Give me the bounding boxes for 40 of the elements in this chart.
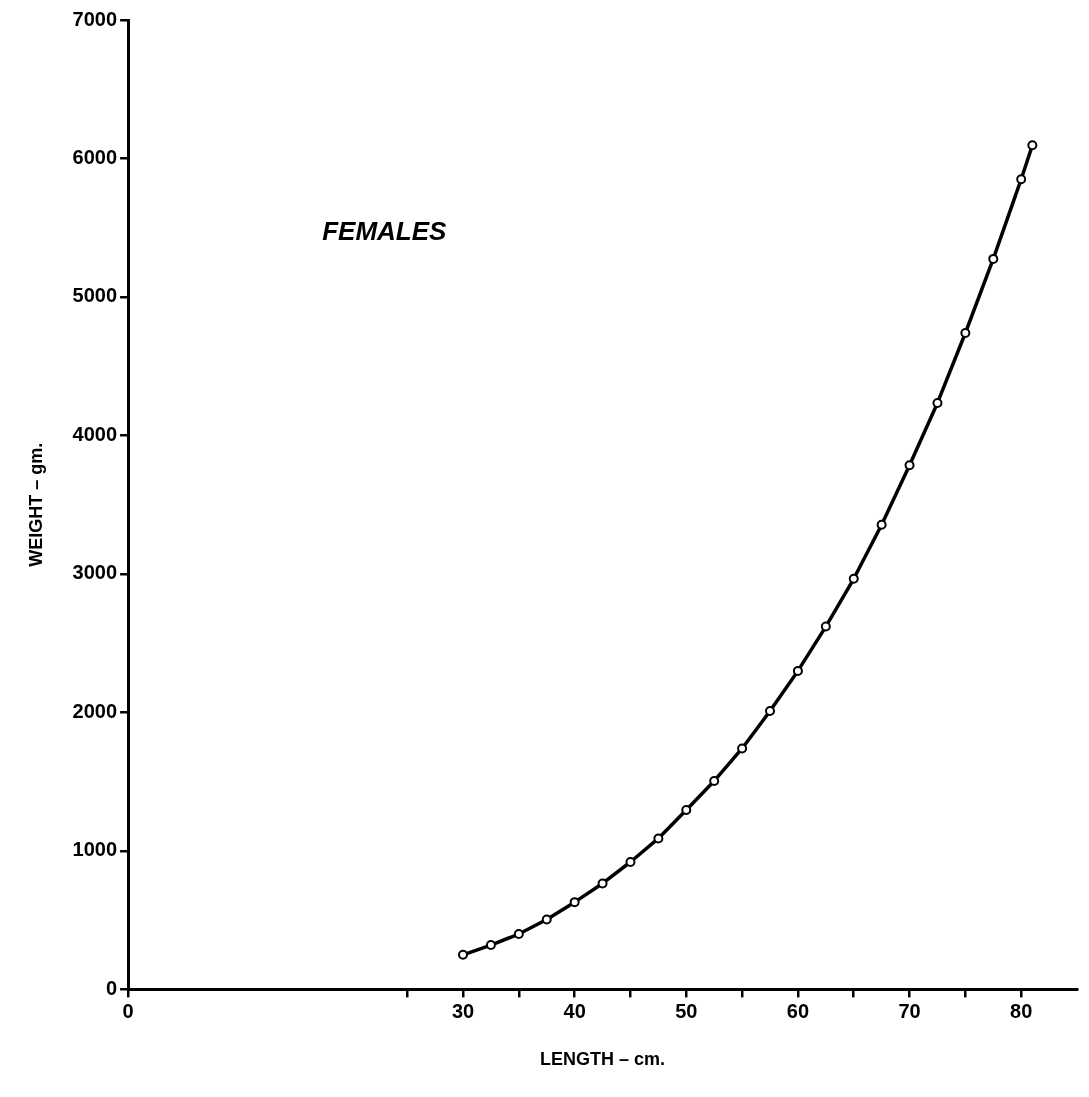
point xyxy=(681,805,692,816)
point xyxy=(765,706,775,717)
y-tick-label: 5000 xyxy=(72,284,118,307)
point xyxy=(709,775,720,786)
point xyxy=(792,665,803,676)
x-tick-label: 70 xyxy=(898,999,921,1022)
y-tick-label: 1000 xyxy=(72,838,118,861)
point xyxy=(569,897,580,908)
point xyxy=(848,573,859,584)
point xyxy=(513,929,524,940)
point xyxy=(485,940,496,951)
point xyxy=(1016,174,1027,185)
point xyxy=(820,621,831,632)
y-tick-label: 3000 xyxy=(72,561,118,584)
x-axis-title: LENGTH – cm. xyxy=(540,1049,666,1070)
point xyxy=(960,327,971,338)
point xyxy=(541,914,552,925)
x-tick-label: 50 xyxy=(675,999,698,1022)
y-tick-label: 0 xyxy=(105,976,118,999)
x-tick-label: 40 xyxy=(563,999,586,1022)
point xyxy=(876,519,887,530)
y-axis-title: WEIGHT – gm. xyxy=(25,442,46,567)
annotation: FEMALES xyxy=(322,216,448,247)
x-tick-label: 30 xyxy=(451,999,475,1022)
x-tick-label: 80 xyxy=(1010,999,1033,1022)
point xyxy=(625,856,636,867)
x-tick-label: 0 xyxy=(122,999,134,1022)
point xyxy=(737,743,748,754)
y-tick-label: 7000 xyxy=(72,7,118,30)
point xyxy=(932,397,943,408)
y-tick-label: 2000 xyxy=(72,699,118,722)
point xyxy=(904,460,915,471)
point xyxy=(597,878,608,889)
point xyxy=(988,253,999,264)
y-tick-label: 4000 xyxy=(72,422,118,445)
point xyxy=(1027,140,1038,151)
point xyxy=(458,949,468,960)
point xyxy=(653,833,664,844)
x-tick-label: 60 xyxy=(786,999,810,1022)
y-tick-label: 6000 xyxy=(72,146,118,168)
